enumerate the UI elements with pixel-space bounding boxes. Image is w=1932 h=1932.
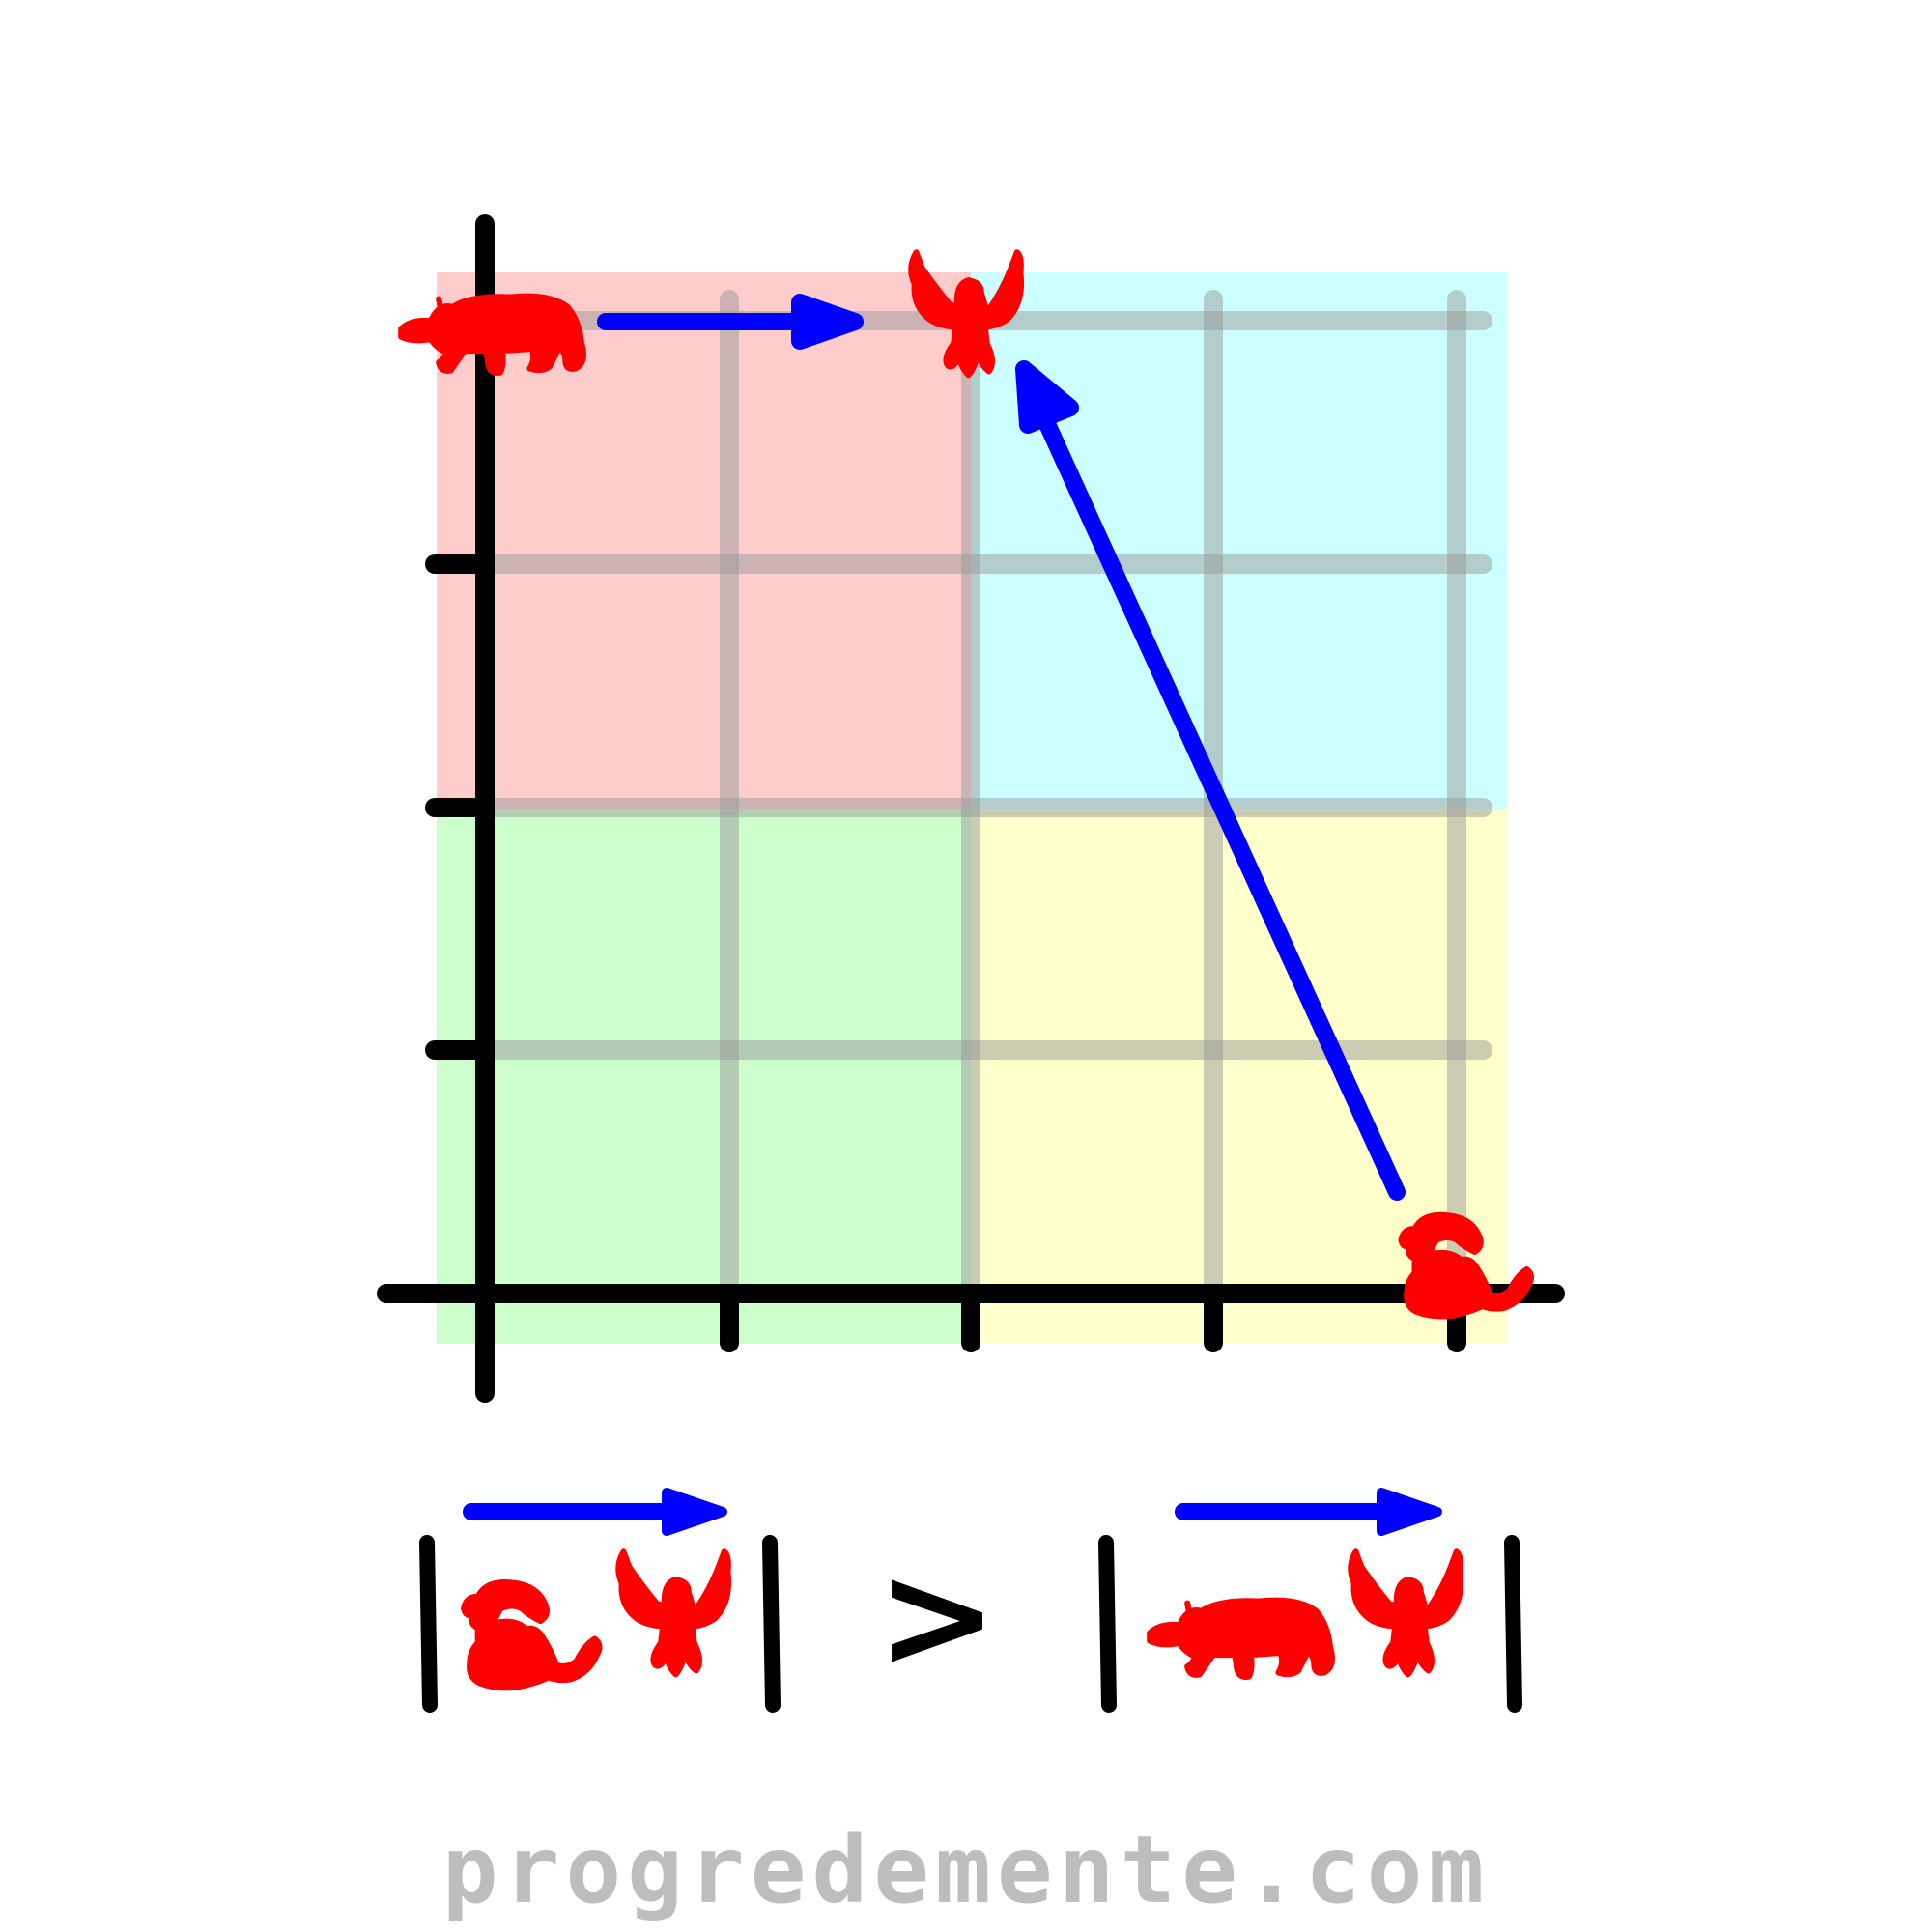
quadrant-bottom-left: [437, 809, 971, 1344]
quadrant-top-left: [437, 272, 971, 809]
abs-bar-right-open: [1098, 1535, 1117, 1713]
bear-icon: [1150, 1601, 1332, 1677]
abs-bar-left-open: [419, 1535, 438, 1713]
abs-bar-right-close: [1504, 1535, 1522, 1713]
snail-icon: [1402, 1215, 1532, 1317]
quadrant-backgrounds: [437, 272, 1507, 1344]
watermark: progredemente.com: [441, 1816, 1491, 1924]
comparison-operator: >: [876, 1533, 998, 1701]
eagle-icon: [618, 1551, 728, 1674]
vector-arrow-right-head: [1377, 1488, 1442, 1536]
magnitude-right: [1098, 1488, 1522, 1713]
vector-bear-to-eagle-arrowhead: [791, 294, 864, 350]
vector-snail-to-eagle: [1035, 407, 1406, 1201]
abs-bar-left-close: [762, 1535, 781, 1713]
quadrant-top-right: [971, 272, 1507, 809]
plane-vectors: [597, 294, 1406, 1201]
eagle-icon: [1350, 1551, 1461, 1674]
vector-snail-to-eagle-arrowhead: [1015, 360, 1079, 434]
snail-icon: [464, 1582, 599, 1688]
axes: [377, 214, 1565, 1403]
vector-arrow-left-head: [662, 1488, 727, 1536]
comparison-formula: >: [419, 1488, 1522, 1713]
magnitude-left: [419, 1488, 781, 1713]
